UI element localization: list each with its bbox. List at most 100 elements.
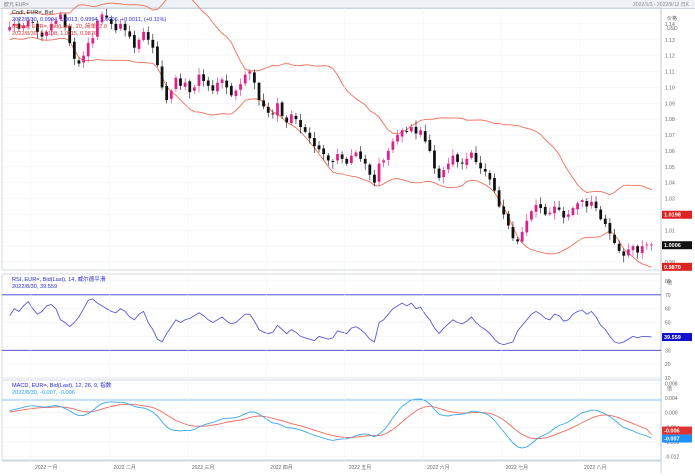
x-month-label-4: 2022 五月 (349, 465, 372, 471)
macd-y-tick-label-1: 0.004 (665, 396, 678, 402)
candle-body-22 (109, 18, 113, 24)
x-month-label-6: 2022 七月 (506, 464, 529, 471)
rsi-legend: RSI, EUR=, Bid(Last), 14, 威尔德平滑 2022/8/3… (12, 277, 105, 291)
candle-body-137 (640, 246, 644, 254)
price-y-tick-label-8: 1.06 (665, 149, 675, 155)
price-y-tick-label-11: 1.03 (665, 197, 675, 203)
candle-body-48 (229, 85, 233, 96)
candle-body-50 (239, 84, 242, 90)
band-lower-value-text: 0.9870 (664, 265, 681, 271)
candle-body-60 (285, 117, 289, 123)
candle-body-133 (622, 251, 626, 256)
candle-body-102 (479, 162, 483, 169)
macd-value-text: -0.007 (664, 437, 680, 443)
candle-body-3 (22, 25, 25, 29)
price-y-tick-label-1: 1.13 (665, 38, 675, 44)
candle-body-17 (86, 42, 90, 57)
band-lower-value-box (662, 262, 692, 271)
candle-body-5 (31, 22, 35, 23)
macd-y-tick-label-5: -0.012 (665, 454, 679, 460)
candle-body-109 (511, 226, 515, 239)
rsi-last-value-text: 39.559 (664, 335, 681, 341)
candle-body-105 (493, 177, 496, 191)
candle-body-97 (456, 154, 459, 163)
candle-body-98 (460, 162, 464, 164)
candle-body-44 (211, 85, 215, 91)
candle-body-120 (562, 210, 566, 218)
candle-body-122 (571, 208, 575, 215)
macd-signal-value-text: -0.006 (664, 429, 680, 435)
candle-body-31 (151, 39, 155, 48)
price-y-tick-label-7: 1.07 (665, 133, 675, 139)
candle-body-21 (105, 15, 109, 18)
x-month-label-3: 2022 四月 (270, 465, 293, 471)
macd-signal-line (9, 403, 652, 439)
candle-body-4 (26, 20, 30, 27)
candle-body-11 (59, 14, 62, 20)
price-y-tick-label-4: 1.10 (665, 85, 675, 91)
x-month-label-1: 2022 二月 (113, 465, 136, 471)
rsi-y-tick-label-2: 60 (665, 307, 671, 313)
candle-body-69 (326, 155, 330, 161)
candle-body-67 (317, 145, 321, 150)
candle-body-76 (359, 151, 362, 159)
candle-body-7 (40, 32, 44, 37)
rsi-y-tick-label-0: 80 (665, 279, 671, 285)
candle-body-101 (474, 152, 478, 163)
candle-body-121 (566, 214, 570, 217)
candle-body-34 (165, 85, 169, 101)
macd-legend-title: MACD, EUR=, Bid(Last), 12, 26, 9, 指数 (12, 383, 112, 389)
candle-body-27 (132, 34, 136, 48)
rsi-y-tick-label-1: 70 (665, 293, 671, 299)
bollinger-lower-line (9, 36, 652, 268)
candle-body-18 (91, 38, 95, 44)
price-y-tick-label-6: 1.08 (665, 117, 675, 123)
macd-axis-unit: 值 (667, 385, 672, 392)
candle-body-107 (502, 206, 506, 215)
macd-legend: MACD, EUR=, Bid(Last), 12, 26, 9, 指数 202… (12, 383, 111, 397)
candle-body-68 (322, 148, 326, 155)
candle-body-85 (400, 130, 404, 137)
candle-body-126 (590, 201, 593, 206)
candle-body-39 (188, 81, 192, 93)
candle-body-83 (391, 141, 395, 150)
last-price-box (662, 241, 692, 250)
candle-body-29 (142, 31, 145, 40)
candle-body-70 (331, 160, 335, 163)
candle-body-71 (336, 154, 339, 161)
x-month-label-2: 2022 三月 (192, 465, 215, 471)
candle-body-108 (506, 213, 510, 226)
rsi-y-tick-label-5: 30 (665, 348, 671, 354)
candle-body-129 (603, 218, 607, 224)
candle-body-12 (63, 14, 67, 28)
candle-body-14 (72, 41, 76, 59)
candle-body-95 (446, 163, 450, 170)
price-panel-frame (1, 7, 662, 271)
candle-body-41 (197, 74, 201, 86)
candle-body-54 (257, 82, 261, 101)
macd-y-tick-label-0: 0.008 (665, 382, 678, 388)
candle-body-20 (100, 14, 104, 23)
candle-body-104 (488, 173, 492, 180)
candle-body-110 (516, 239, 519, 242)
macd-y-tick-label-2: 0.000 (665, 411, 678, 417)
macd-value-box (662, 434, 692, 443)
candle-body-130 (608, 222, 612, 234)
candle-body-35 (169, 90, 173, 99)
candle-body-103 (483, 168, 487, 172)
candle-body-45 (216, 82, 219, 92)
last-price-text: 1.0006 (664, 243, 681, 249)
rsi-line (9, 298, 652, 346)
candle-body-64 (303, 127, 307, 132)
candle-body-125 (585, 201, 589, 207)
candle-body-52 (248, 71, 252, 74)
candle-body-74 (349, 155, 353, 163)
candle-body-26 (128, 31, 132, 37)
candle-body-111 (520, 231, 524, 242)
macd-signal-value-box (662, 426, 692, 435)
price-legend-title: Cndl, EUR=, Bid (12, 10, 53, 16)
macd-y-tick-label-4: -0.008 (665, 440, 679, 446)
candle-body-93 (437, 168, 441, 178)
candle-body-72 (340, 154, 344, 159)
